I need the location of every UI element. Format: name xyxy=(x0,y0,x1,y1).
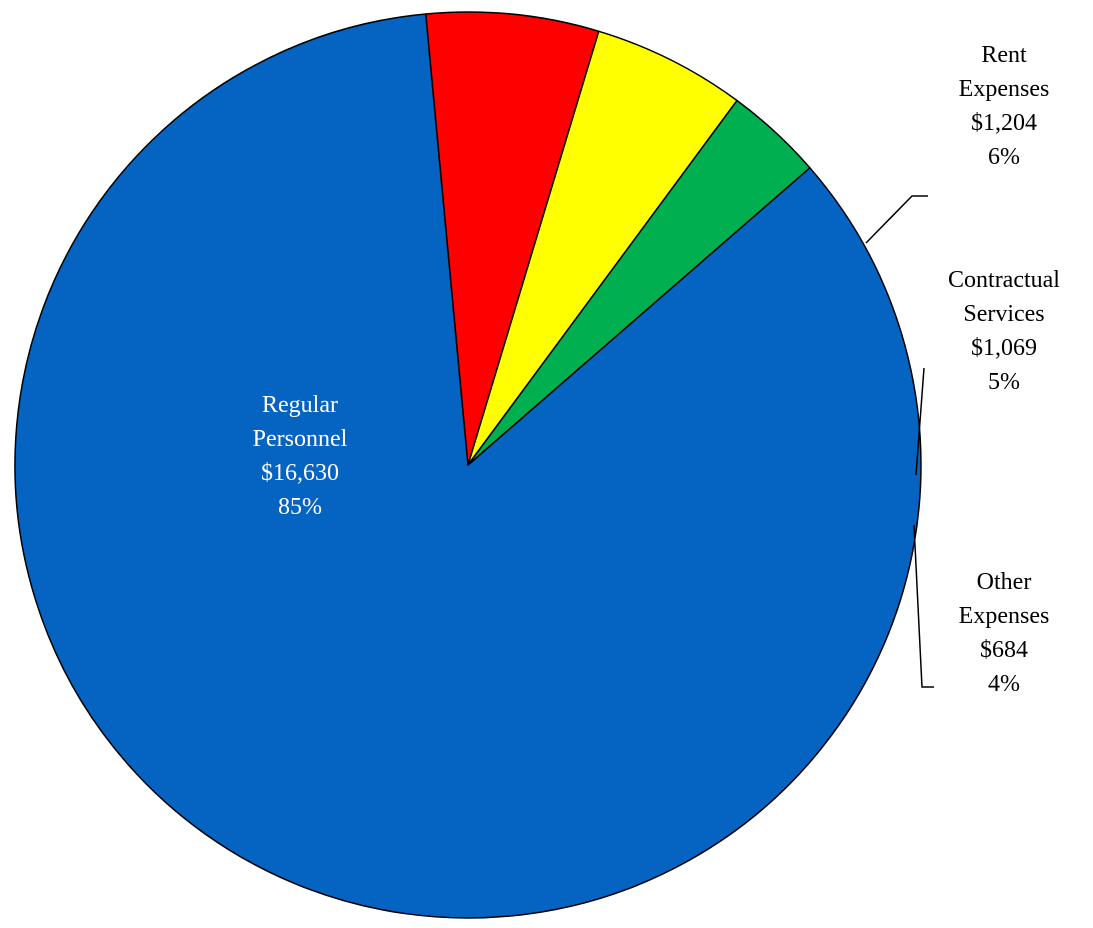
data-label-line: Expenses xyxy=(959,76,1050,102)
pie-slice-contractual-services xyxy=(467,30,738,466)
leader-line-rent-expenses xyxy=(865,195,928,244)
pie-slice-rent-expenses xyxy=(425,11,600,466)
data-label-line: Personnel xyxy=(253,426,348,452)
data-label-line: $16,630 xyxy=(261,460,339,486)
data-label-line: Rent xyxy=(981,42,1027,68)
data-label-line: $1,204 xyxy=(971,110,1037,136)
data-label-regular-personnel: Regular Personnel $16,630 85% xyxy=(253,392,348,520)
data-labels: Regular Personnel $16,630 85% Rent Expenses $1… xyxy=(253,42,1061,697)
leader-line-contractual-services xyxy=(915,367,925,476)
pie-slice-other-expenses xyxy=(467,99,811,466)
pie-slice-regular-personnel xyxy=(14,13,922,919)
data-label-line: Contractual xyxy=(948,267,1060,293)
data-label-line: $684 xyxy=(980,637,1028,663)
data-label-rent-expenses: Rent Expenses $1,204 6% xyxy=(959,42,1050,170)
data-label-line: $1,069 xyxy=(971,335,1037,361)
data-label-line: Regular xyxy=(262,392,338,418)
data-label-line: 85% xyxy=(278,494,322,520)
leader-line-other-expenses xyxy=(913,524,934,688)
data-label-line: Services xyxy=(963,301,1044,327)
data-label-line: Other xyxy=(977,569,1032,595)
leader-lines xyxy=(865,195,934,688)
data-label-line: 4% xyxy=(988,671,1020,697)
data-label-line: 5% xyxy=(988,369,1020,395)
data-label-contractual-services: Contractual Services $1,069 5% xyxy=(948,267,1060,395)
data-label-line: 6% xyxy=(988,144,1020,170)
data-label-line: Expenses xyxy=(959,603,1050,629)
data-label-other-expenses: Other Expenses $684 4% xyxy=(959,569,1050,697)
pie-slices xyxy=(14,11,922,919)
